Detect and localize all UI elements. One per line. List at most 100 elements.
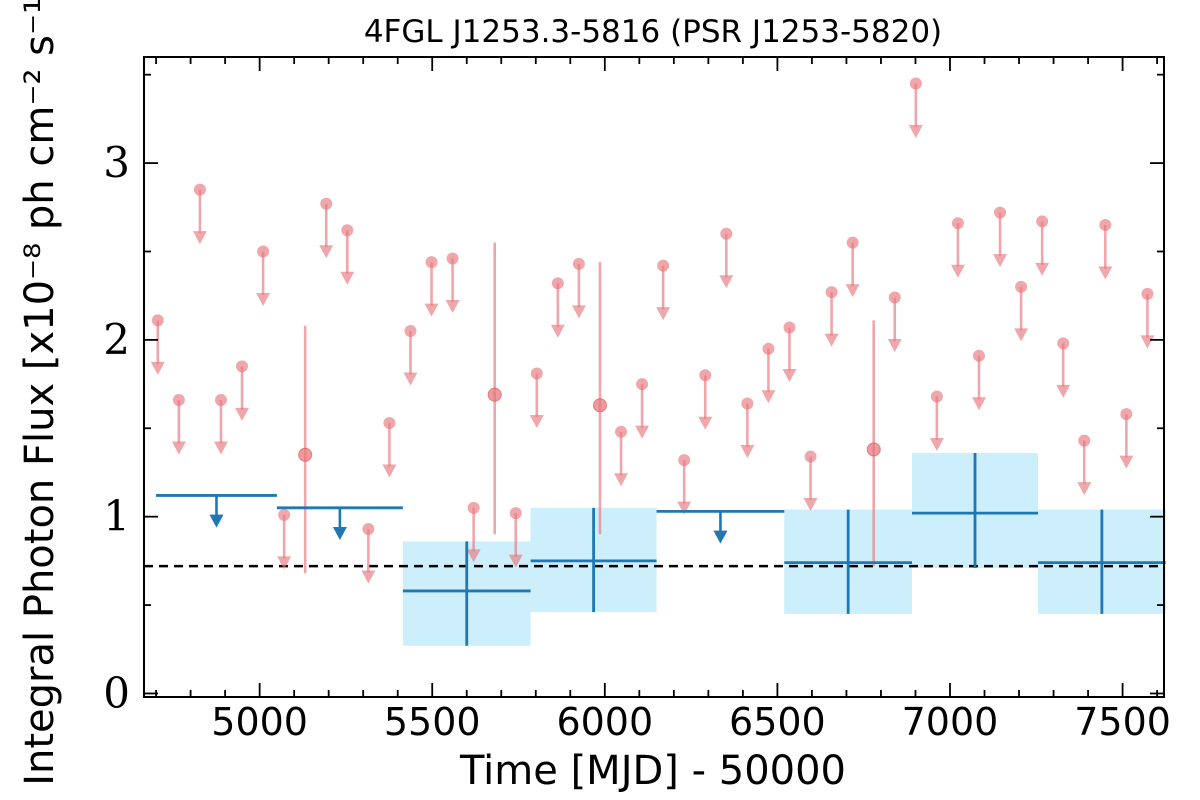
upper-limit-arrowhead <box>319 245 334 259</box>
upper-limit-arrowhead <box>1056 384 1071 398</box>
upper-limit-arrowhead <box>361 570 376 584</box>
upper-limit-arrowhead <box>150 361 165 375</box>
data-point <box>888 291 901 304</box>
long-bin-upper-limit-arrowhead <box>332 527 347 541</box>
long-bin-bands <box>402 453 1166 646</box>
data-point <box>783 321 796 334</box>
data-point <box>1120 408 1133 421</box>
upper-limit-arrowhead <box>550 324 565 338</box>
data-point <box>151 314 164 327</box>
tick-labels: 5000 5500 6000 6500 7000 7500 0 1 2 3 <box>103 138 1171 744</box>
data-point <box>804 450 817 463</box>
data-point <box>741 397 754 410</box>
data-point <box>951 217 964 230</box>
x-tick-label: 5500 <box>384 700 481 744</box>
upper-limit-arrowhead <box>950 264 965 278</box>
upper-limit-arrowhead <box>277 556 292 570</box>
upper-limit-arrowhead <box>256 292 271 306</box>
chart-title: 4FGL J1253.3-5816 (PSR J1253-5820) <box>364 14 942 50</box>
data-point <box>699 369 712 382</box>
data-point <box>762 342 775 355</box>
y-tick-label: 0 <box>103 668 130 717</box>
data-point <box>509 507 522 520</box>
data-point <box>551 277 564 290</box>
data-point <box>530 367 543 380</box>
data-point <box>278 508 291 521</box>
upper-limit-arrowhead <box>508 554 523 568</box>
upper-limit-arrowhead <box>929 437 944 451</box>
upper-limit-arrowhead <box>571 305 586 319</box>
data-point <box>592 398 607 413</box>
long-bin-points <box>156 453 1166 646</box>
upper-limit-arrowhead <box>466 549 481 563</box>
data-point <box>572 257 585 270</box>
data-point <box>383 416 396 429</box>
long-bin-upper-limit-arrowhead <box>209 514 224 528</box>
short-bin-points <box>150 77 1155 584</box>
plot-frame <box>143 56 1165 698</box>
upper-limit-arrowhead <box>887 338 902 352</box>
upper-limit-arrowhead <box>1119 455 1134 469</box>
data-point <box>1099 218 1112 231</box>
upper-limit-arrowhead <box>635 425 650 439</box>
upper-limit-arrowhead <box>213 441 228 455</box>
data-point <box>236 360 249 373</box>
data-point <box>425 256 438 269</box>
data-point <box>825 286 838 299</box>
upper-limit-arrowhead <box>845 284 860 298</box>
upper-limit-arrowhead <box>614 473 629 487</box>
upper-limit-arrowhead <box>803 498 818 512</box>
x-tick-label: 6500 <box>729 700 826 744</box>
upper-limit-arrowhead <box>698 416 713 430</box>
data-point <box>1036 215 1049 228</box>
data-point <box>1057 337 1070 350</box>
data-point <box>172 393 185 406</box>
data-point <box>866 442 881 457</box>
upper-limit-arrowhead <box>1035 262 1050 276</box>
axes <box>143 56 1165 698</box>
upper-limit-arrowhead <box>171 441 186 455</box>
y-tick-label: 2 <box>103 315 130 364</box>
upper-limit-arrowhead <box>824 333 839 347</box>
upper-limit-arrowhead <box>656 307 671 321</box>
data-point <box>404 325 417 338</box>
data-point <box>341 224 354 237</box>
long-bin-upper-limit-arrowhead <box>713 530 728 544</box>
data-point <box>298 447 313 462</box>
y-tick-label: 3 <box>103 138 130 187</box>
data-point <box>636 378 649 391</box>
upper-limit-arrowhead <box>1014 328 1029 342</box>
data-point <box>446 252 459 265</box>
data-point <box>657 259 670 272</box>
x-tick-label: 5000 <box>211 700 308 744</box>
x-tick-label: 6000 <box>556 700 653 744</box>
x-tick-label: 7000 <box>902 700 999 744</box>
data-point <box>214 393 227 406</box>
x-tick-label: 7500 <box>1074 700 1171 744</box>
upper-limit-arrowhead <box>740 445 755 459</box>
data-point <box>678 454 691 467</box>
data-point <box>320 197 333 210</box>
upper-limit-arrowhead <box>1140 335 1155 349</box>
data-point <box>1078 434 1091 447</box>
y-axis-label: Integral Photon Flux [x10⁻⁸ ph cm⁻² s⁻¹] <box>17 0 63 786</box>
upper-limit-arrowhead <box>1077 482 1092 496</box>
upper-limit-arrowhead <box>235 407 250 421</box>
upper-limit-arrowhead <box>529 414 544 428</box>
data-point <box>846 236 859 249</box>
data-point <box>193 183 206 196</box>
upper-limit-arrowhead <box>993 254 1008 268</box>
y-tick-label: 1 <box>103 492 130 541</box>
upper-limit-arrowhead <box>1098 266 1113 280</box>
data-point <box>930 390 943 403</box>
data-point <box>909 77 922 90</box>
upper-limit-arrowhead <box>971 397 986 411</box>
upper-limit-arrowhead <box>403 372 418 386</box>
upper-limit-arrowhead <box>908 125 923 139</box>
x-axis-label: Time [MJD] - 50000 <box>459 748 846 794</box>
upper-limit-arrowhead <box>677 501 692 515</box>
upper-limit-arrowhead <box>719 275 734 289</box>
data-point <box>257 245 270 258</box>
upper-limit-arrowhead <box>424 303 439 317</box>
